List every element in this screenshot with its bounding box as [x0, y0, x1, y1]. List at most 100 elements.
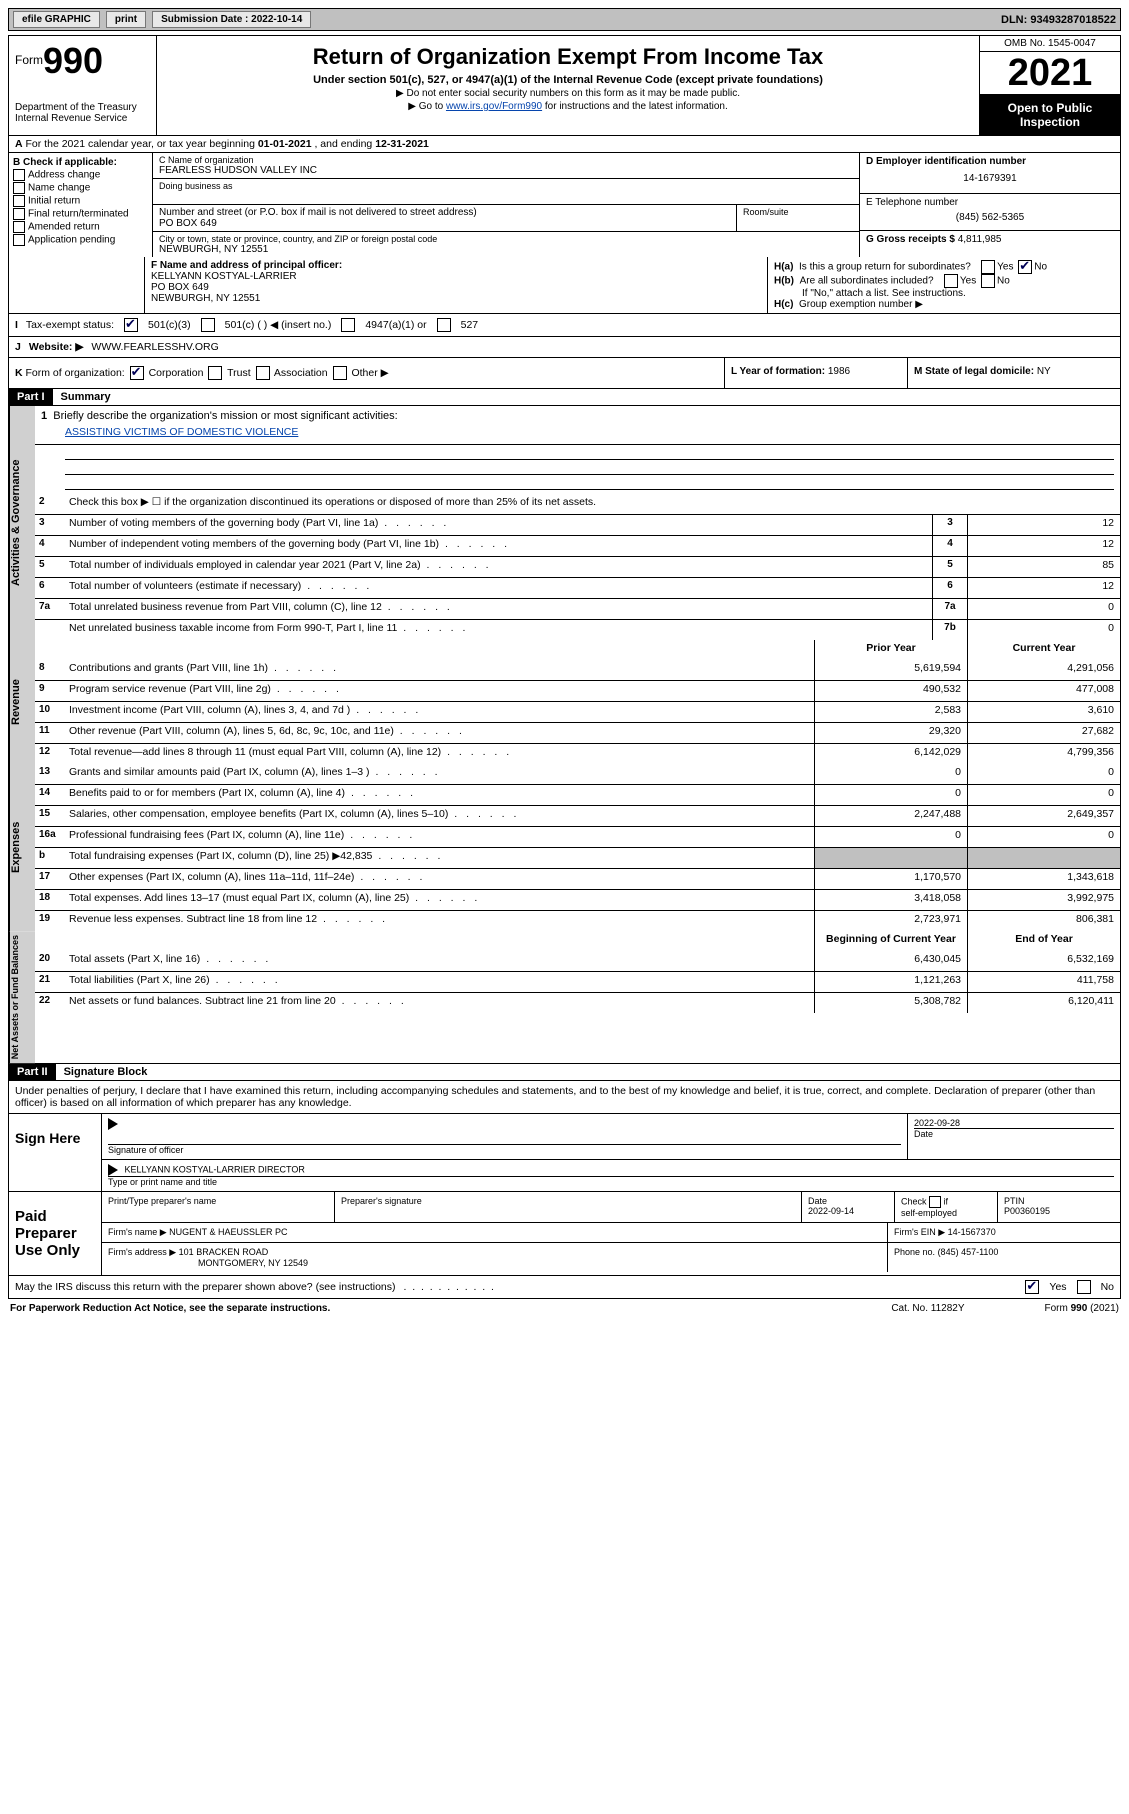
ptin-label: PTIN — [1004, 1196, 1025, 1206]
chk-initial[interactable] — [13, 195, 25, 207]
discuss-yes[interactable] — [1025, 1280, 1039, 1294]
row-k: K Form of organization: Corporation Trus… — [8, 358, 1121, 389]
form-title: Return of Organization Exempt From Incom… — [165, 44, 971, 70]
open-public: Open to Public Inspection — [980, 95, 1120, 135]
chk-address[interactable] — [13, 169, 25, 181]
current-year-hdr: Current Year — [967, 640, 1120, 660]
end-year-hdr: End of Year — [967, 931, 1120, 951]
block-bcd: B Check if applicable: Address change Na… — [8, 153, 1121, 257]
gross-label: G Gross receipts $ — [866, 234, 955, 245]
tax-year: 2021 — [980, 52, 1120, 95]
print-button[interactable]: print — [106, 11, 146, 28]
firm-ein-value: 14-1567370 — [948, 1227, 996, 1237]
hb-no[interactable] — [981, 274, 995, 288]
table-row: 16aProfessional fundraising fees (Part I… — [35, 826, 1120, 847]
col-d: D Employer identification number 14-1679… — [859, 153, 1120, 257]
chk-name[interactable] — [13, 182, 25, 194]
table-row: 5Total number of individuals employed in… — [35, 556, 1120, 577]
chk-trust[interactable] — [208, 366, 222, 380]
chk-4947[interactable] — [341, 318, 355, 332]
table-row: 12Total revenue—add lines 8 through 11 (… — [35, 743, 1120, 764]
part2-header: Part II Signature Block — [8, 1064, 1121, 1081]
firm-phone-value: (845) 457-1100 — [938, 1247, 999, 1257]
header-right: OMB No. 1545-0047 2021 Open to Public In… — [979, 36, 1120, 135]
dba-label: Doing business as — [159, 181, 853, 191]
prep-date-value: 2022-09-14 — [808, 1206, 854, 1216]
phone-value: (845) 562-5365 — [866, 208, 1114, 227]
summary-table: Activities & Governance 1 Briefly descri… — [8, 406, 1121, 1064]
sig-date-label: Date — [914, 1128, 1114, 1139]
paid-preparer-block: Paid Preparer Use Only Print/Type prepar… — [8, 1192, 1121, 1276]
table-row: 9Program service revenue (Part VIII, lin… — [35, 680, 1120, 701]
ha-no[interactable] — [1018, 260, 1032, 274]
header-center: Return of Organization Exempt From Incom… — [157, 36, 979, 135]
firm-name-value: NUGENT & HAEUSSLER PC — [169, 1227, 287, 1237]
org-name-value: FEARLESS HUDSON VALLEY INC — [159, 165, 853, 176]
table-row: Net unrelated business taxable income fr… — [35, 619, 1120, 640]
ein-label: D Employer identification number — [866, 156, 1026, 167]
hb-yes[interactable] — [944, 274, 958, 288]
chk-pending[interactable] — [13, 234, 25, 246]
subtitle-3: ▶ Go to www.irs.gov/Form990 for instruct… — [165, 101, 971, 112]
submission-date: Submission Date : 2022-10-14 — [152, 11, 311, 28]
chk-501c3[interactable] — [124, 318, 138, 332]
table-row: 3Number of voting members of the governi… — [35, 514, 1120, 535]
form-header: Form990 Department of the Treasury Inter… — [8, 35, 1121, 136]
side-netassets: Net Assets or Fund Balances — [9, 931, 35, 1063]
col-b: B Check if applicable: Address change Na… — [9, 153, 153, 257]
chk-final[interactable] — [13, 208, 25, 220]
chk-self-employed[interactable] — [929, 1196, 941, 1208]
topbar: efile GRAPHIC print Submission Date : 20… — [8, 8, 1121, 31]
chk-501c[interactable] — [201, 318, 215, 332]
omb-number: OMB No. 1545-0047 — [980, 36, 1120, 52]
table-row: 10Investment income (Part VIII, column (… — [35, 701, 1120, 722]
org-name-label: C Name of organization — [159, 155, 853, 165]
firm-name-label: Firm's name ▶ — [108, 1227, 167, 1237]
chk-corp[interactable] — [130, 366, 144, 380]
table-row: 19Revenue less expenses. Subtract line 1… — [35, 910, 1120, 931]
table-row: 20Total assets (Part X, line 16)6,430,04… — [35, 951, 1120, 971]
firm-ein-label: Firm's EIN ▶ — [894, 1227, 945, 1237]
ha-yes[interactable] — [981, 260, 995, 274]
chk-527[interactable] — [437, 318, 451, 332]
dln: DLN: 93493287018522 — [1001, 14, 1116, 26]
arrow-icon — [108, 1164, 118, 1176]
street-value: PO BOX 649 — [159, 218, 730, 229]
room-label: Room/suite — [737, 205, 859, 231]
officer-name: KELLYANN KOSTYAL-LARRIER DIRECTOR — [125, 1165, 305, 1175]
irs-link[interactable]: www.irs.gov/Form990 — [446, 101, 542, 112]
table-row: 8Contributions and grants (Part VIII, li… — [35, 660, 1120, 680]
preparer-sig-col: Preparer's signature — [335, 1192, 802, 1222]
table-row: 17Other expenses (Part IX, column (A), l… — [35, 868, 1120, 889]
chk-amended[interactable] — [13, 221, 25, 233]
subtitle-2: ▶ Do not enter social security numbers o… — [165, 88, 971, 99]
discuss-no[interactable] — [1077, 1280, 1091, 1294]
chk-assoc[interactable] — [256, 366, 270, 380]
side-expenses: Expenses — [9, 764, 35, 931]
table-row: 14Benefits paid to or for members (Part … — [35, 784, 1120, 805]
table-row: 6Total number of volunteers (estimate if… — [35, 577, 1120, 598]
table-row: 7aTotal unrelated business revenue from … — [35, 598, 1120, 619]
sig-date-value: 2022-09-28 — [914, 1118, 1114, 1128]
chk-other[interactable] — [333, 366, 347, 380]
table-row: 11Other revenue (Part VIII, column (A), … — [35, 722, 1120, 743]
row-a: A For the 2021 calendar year, or tax yea… — [8, 136, 1121, 153]
table-row: 22Net assets or fund balances. Subtract … — [35, 992, 1120, 1013]
mission-text: ASSISTING VICTIMS OF DOMESTIC VIOLENCE — [35, 424, 1120, 445]
table-row: 21Total liabilities (Part X, line 26)1,1… — [35, 971, 1120, 992]
arrow-icon — [108, 1118, 118, 1130]
begin-year-hdr: Beginning of Current Year — [814, 931, 967, 951]
dept-label: Department of the Treasury Internal Reve… — [15, 102, 150, 124]
prep-date-label: Date — [808, 1196, 827, 1206]
city-value: NEWBURGH, NY 12551 — [159, 244, 853, 255]
efile-button[interactable]: efile GRAPHIC — [13, 11, 100, 28]
street-label: Number and street (or P.O. box if mail i… — [159, 207, 730, 218]
row-f-h: F Name and address of principal officer:… — [8, 257, 1121, 314]
gross-value: 4,811,985 — [958, 234, 1002, 245]
header-left: Form990 Department of the Treasury Inter… — [9, 36, 157, 135]
group-return: H(a) Is this a group return for subordin… — [767, 257, 1120, 313]
sign-block: Sign Here Signature of officer 2022-09-2… — [8, 1114, 1121, 1192]
principal-officer: F Name and address of principal officer:… — [145, 257, 767, 313]
subtitle-1: Under section 501(c), 527, or 4947(a)(1)… — [165, 74, 971, 86]
paid-preparer-label: Paid Preparer Use Only — [9, 1192, 101, 1275]
